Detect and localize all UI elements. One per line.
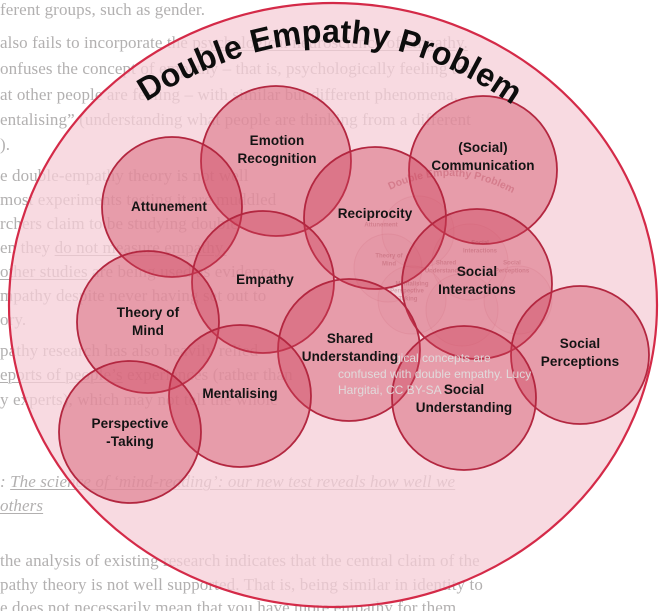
- label-attunement: Attunement: [131, 198, 207, 214]
- circle-empathy: [191, 210, 335, 354]
- ghost-circle: [381, 195, 455, 269]
- circle-mentalising: [168, 324, 312, 468]
- label-shared-understanding: Shared Understanding: [301, 330, 399, 364]
- concept-circles: [58, 85, 650, 504]
- attribution-caption-line: gical concepts are: [394, 351, 491, 365]
- ghost-circle: [353, 233, 423, 303]
- ghost-circle: [377, 265, 447, 335]
- article-text: ).: [0, 135, 11, 154]
- ghost-label: Theory of Mind: [375, 253, 403, 268]
- ghost-label: Perspective -Taking: [390, 288, 424, 303]
- ghost-label: Social Interactions: [462, 240, 498, 255]
- ghost-label: Mentalising: [395, 281, 429, 288]
- circle-perspective-taking: [58, 360, 202, 504]
- article-text: ferent groups, such as gender.: [0, 0, 206, 19]
- attribution-caption-line: Hargitai, CC BY-SA: [338, 383, 442, 397]
- label-empathy: Empathy: [236, 271, 294, 287]
- article-text: e does not necessarily mean that you: [0, 598, 258, 611]
- circle-social-understanding: [391, 325, 537, 471]
- ghost-label: Shared Understanding: [424, 260, 468, 275]
- label-social-communication: (Social) Communication: [431, 139, 535, 173]
- label-mentalising: Mentalising: [202, 385, 278, 401]
- outer-ellipse: [7, 1, 659, 609]
- label-perspective-taking: Perspective -Taking: [91, 415, 169, 449]
- ghost-circle: [483, 265, 553, 335]
- label-social-understanding: Social Understanding: [415, 381, 513, 415]
- circle-social-perceptions: [510, 285, 650, 425]
- label-theory-of-mind: Theory of Mind: [116, 304, 180, 338]
- article-link[interactable]: others: [0, 496, 44, 515]
- attribution-caption-line: confused with double empathy. Lucy: [338, 367, 532, 381]
- circle-attunement: [101, 136, 243, 278]
- circle-reciprocity: [303, 146, 447, 290]
- circle-theory-of-mind: [76, 250, 220, 394]
- label-reciprocity: Reciprocity: [337, 205, 413, 221]
- label-emotion-recognition: Emotion Recognition: [237, 132, 317, 166]
- circle-social-interactions: [401, 208, 553, 360]
- ghost-label: Social Perceptions: [494, 260, 530, 275]
- article-text: for them.: [392, 598, 461, 611]
- label-social-perceptions: Social Perceptions: [540, 335, 620, 369]
- article-line: ferent groups, such as gender.: [0, 0, 205, 20]
- circle-shared-understanding: [277, 278, 421, 422]
- circle-emotion-recognition: [200, 85, 352, 237]
- label-social-interactions: Social Interactions: [438, 263, 516, 297]
- article-line: ).: [0, 135, 10, 155]
- article-text: also fails to incorporate the: [0, 33, 193, 52]
- ghost-label: Attunement: [364, 222, 398, 229]
- article-line: others: [0, 496, 43, 516]
- article-text: :: [0, 472, 11, 491]
